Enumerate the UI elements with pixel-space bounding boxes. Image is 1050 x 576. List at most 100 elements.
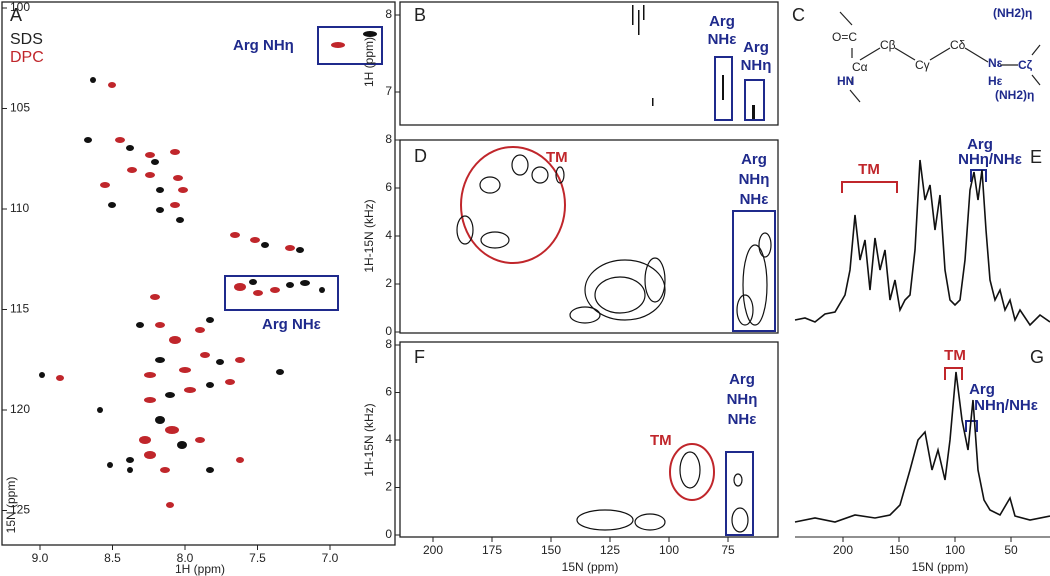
box — [224, 275, 339, 311]
y-tick-label: 100 — [10, 0, 30, 14]
y-tick-label: 110 — [10, 201, 29, 215]
spectrum — [794, 371, 1050, 523]
x-tick-label: 75 — [721, 543, 735, 557]
circle — [460, 146, 566, 264]
panel-label: D — [414, 146, 427, 166]
box — [732, 210, 776, 332]
annotation: TM — [858, 161, 880, 178]
y-axis-label: 1H-15N (kHz) — [362, 199, 376, 272]
x-tick-label: 100 — [659, 543, 679, 557]
box — [725, 451, 754, 536]
annotation: NHη — [739, 171, 770, 188]
peaks — [39, 31, 377, 508]
annotation: NHη/NHε — [974, 397, 1038, 414]
panel-label: F — [414, 347, 425, 367]
y-tick-label: 8 — [385, 7, 392, 21]
x-tick-label: 150 — [541, 543, 561, 557]
x-tick-label: 7.0 — [322, 551, 339, 565]
box — [714, 56, 733, 121]
y-tick-label: 125 — [10, 503, 30, 517]
x-tick-label: 175 — [482, 543, 502, 557]
annotation: TM — [546, 149, 568, 166]
contours — [456, 154, 772, 326]
y-tick-label: 4 — [385, 228, 392, 242]
annotation: NHε — [708, 31, 737, 48]
annotation: TM — [944, 347, 966, 364]
x-tick-label: 100 — [945, 543, 965, 557]
bracket — [841, 181, 898, 193]
box — [744, 79, 765, 121]
x-tick-label: 8.0 — [177, 551, 194, 565]
panel-b-frame — [399, 1, 779, 126]
annotation: NHε — [728, 411, 757, 428]
panel-label: C — [792, 5, 805, 25]
atom: Cδ — [950, 38, 966, 52]
atom: Hε — [988, 74, 1003, 88]
x-tick-label: 200 — [423, 543, 443, 557]
peaks — [632, 5, 755, 119]
atom: (NH2)η — [995, 88, 1034, 102]
annotation: Arg — [729, 371, 755, 388]
y-tick-label: 6 — [385, 180, 392, 194]
annotation: Arg — [743, 39, 769, 56]
x-axis-label: 1H (ppm) — [175, 562, 225, 576]
atom: Cα — [852, 60, 868, 74]
y-tick-label: 0 — [385, 324, 392, 338]
panel-label: E — [1030, 147, 1042, 167]
atom: Cβ — [880, 38, 896, 52]
x-tick-label: 8.5 — [104, 551, 121, 565]
contours — [576, 451, 749, 533]
box — [317, 26, 383, 65]
legend-dpc: DPC — [10, 49, 44, 66]
panel-a-frame — [1, 1, 396, 546]
y-tick-label: 2 — [385, 480, 392, 494]
y-axis-label: 15N (ppm) — [4, 477, 18, 534]
annotation: NHη — [727, 391, 758, 408]
x-tick-label: 150 — [889, 543, 909, 557]
x-tick-label: 125 — [600, 543, 620, 557]
panel-label: A — [10, 5, 22, 25]
y-axis-label: 1H-15N (kHz) — [362, 403, 376, 476]
bracket — [970, 169, 987, 182]
annotation: NHε — [740, 191, 769, 208]
y-tick-label: 2 — [385, 276, 392, 290]
atom: Cγ — [915, 58, 930, 72]
y-axis-label: 1H (ppm) — [362, 37, 376, 87]
y-tick-label: 6 — [385, 385, 392, 399]
x-axis-label: 15N (ppm) — [912, 560, 969, 574]
legend-sds: SDS — [10, 31, 43, 48]
y-tick-label: 120 — [10, 402, 30, 416]
x-tick-label: 7.5 — [249, 551, 266, 565]
annotation: NHη — [741, 57, 772, 74]
y-tick-label: 8 — [385, 132, 392, 146]
annotation: Arg — [969, 381, 995, 398]
atom: Cζ — [1018, 58, 1033, 72]
annotation: Arg NHη — [233, 37, 294, 54]
atom: O=C — [832, 30, 857, 44]
atom: Nε — [988, 56, 1003, 70]
x-tick-label: 50 — [1004, 543, 1018, 557]
annotation: NHη/NHε — [958, 151, 1022, 168]
bracket — [944, 367, 963, 380]
y-tick-label: 105 — [10, 101, 30, 115]
annotation: Arg — [709, 13, 735, 30]
annotation: Arg NHε — [262, 316, 321, 333]
bonds — [839, 11, 1041, 103]
x-tick-label: 9.0 — [32, 551, 49, 565]
circle — [669, 443, 715, 501]
spectrum — [794, 159, 1050, 327]
y-tick-label: 7 — [385, 84, 392, 98]
y-tick-label: 8 — [385, 337, 392, 351]
panel-label: B — [414, 5, 426, 25]
panel-f-frame — [399, 341, 779, 538]
annotation: TM — [650, 432, 672, 449]
x-axis-label: 15N (ppm) — [562, 560, 619, 574]
annotation: Arg — [967, 136, 993, 153]
annotation: Arg — [741, 151, 767, 168]
panel-label: G — [1030, 347, 1044, 367]
y-tick-label: 4 — [385, 432, 392, 446]
atom: (NH2)η — [993, 6, 1032, 20]
x-tick-label: 200 — [833, 543, 853, 557]
y-tick-label: 0 — [385, 527, 392, 541]
